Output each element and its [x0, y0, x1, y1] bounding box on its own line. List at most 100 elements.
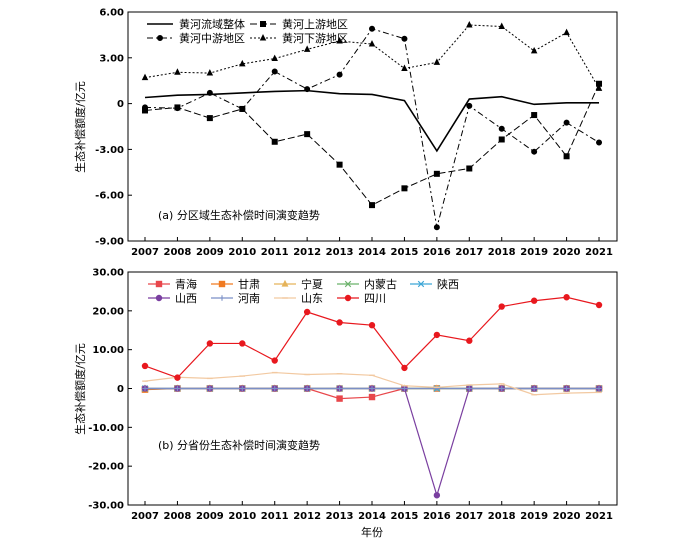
panel-a-annotation: (a) 分区域生态补偿时间演变趋势 — [158, 208, 320, 222]
panel-a-legend-label: 黄河中游地区 — [179, 31, 245, 45]
a-series-line — [144, 24, 600, 89]
a-x-tick-label: 2013 — [326, 247, 354, 258]
panel-b-legend-label: 陕西 — [437, 277, 459, 291]
b-data-point — [563, 385, 570, 392]
a-series-2 — [141, 80, 603, 209]
a-data-point — [239, 59, 246, 67]
a-data-point — [433, 224, 440, 231]
a-data-point — [369, 25, 376, 32]
a-series-4 — [141, 20, 603, 91]
b-y-tick-label: 30.00 — [92, 268, 124, 279]
b-data-point — [433, 331, 441, 339]
a-x-tick-label: 2011 — [261, 247, 289, 258]
panel-b-legend-label: 宁夏 — [301, 277, 323, 291]
b-data-point — [271, 385, 278, 392]
b-x-tick-label: 2008 — [164, 511, 192, 522]
b-data-point — [466, 385, 473, 392]
panel-a-legend-marker — [259, 20, 266, 27]
b-data-point — [498, 303, 505, 310]
b-data-point — [563, 294, 570, 301]
a-series-1 — [144, 89, 600, 153]
panel-a-legend-marker — [156, 35, 163, 42]
panel-b-legend-item: 青海 — [148, 277, 197, 291]
b-y-tick-label: -30.00 — [88, 501, 124, 512]
a-y-tick-label: -6.00 — [95, 191, 124, 202]
a-y-tick-label: 6.00 — [99, 8, 124, 19]
panel-b-legend-label: 甘肃 — [238, 278, 260, 291]
b-data-point — [595, 301, 603, 309]
b-data-point — [239, 340, 246, 347]
b-series-9 — [141, 294, 603, 381]
a-y-tick-label: 3.00 — [99, 53, 124, 64]
panel-b-legend-item: 甘肃 — [211, 278, 260, 291]
panel-a-legend-item: 黄河下游地区 — [250, 31, 348, 45]
panel-b-legend-marker — [417, 280, 425, 288]
a-y-tick-label: -9.00 — [95, 237, 124, 248]
b-data-point — [401, 385, 408, 392]
a-data-point — [206, 115, 213, 122]
panel-b-legend-marker — [218, 280, 226, 288]
b-data-point — [368, 393, 376, 401]
b-data-point — [433, 492, 441, 499]
a-series-3 — [141, 25, 603, 231]
panel-b-annotation: (b) 分省份生态补偿时间演变趋势 — [158, 438, 320, 452]
b-x-tick-label: 2016 — [423, 511, 451, 522]
b-data-point — [141, 362, 149, 370]
b-data-point — [531, 385, 537, 392]
a-data-point — [401, 64, 408, 71]
b-data-point — [206, 340, 214, 347]
a-data-point — [336, 37, 343, 44]
a-data-point — [531, 148, 538, 155]
a-data-point — [141, 73, 149, 81]
panel-a-legend-label: 黄河流域整体 — [179, 17, 245, 31]
a-data-point — [433, 58, 441, 65]
a-data-point — [304, 131, 311, 138]
panel-b-legend-label: 青海 — [175, 277, 197, 291]
b-x-tick-label: 2009 — [196, 511, 224, 522]
b-x-tick-label: 2020 — [553, 511, 581, 522]
panel-b-legend-item: 河南 — [211, 292, 260, 305]
b-data-point — [142, 385, 148, 392]
b-data-point — [336, 385, 343, 392]
a-x-tick-label: 2021 — [585, 247, 613, 258]
a-x-tick-label: 2015 — [391, 247, 419, 258]
a-data-point — [466, 102, 473, 109]
a-data-point — [433, 170, 440, 177]
panel-b-legend-marker — [281, 279, 289, 287]
b-data-point — [434, 385, 440, 392]
b-y-tick-label: 10.00 — [92, 345, 124, 356]
a-data-point — [466, 165, 473, 172]
panel-b-legend-label: 内蒙古 — [364, 277, 397, 291]
b-x-tick-label: 2013 — [326, 511, 354, 522]
b-x-tick-label: 2015 — [391, 511, 419, 522]
a-x-tick-label: 2008 — [164, 247, 192, 258]
a-x-tick-label: 2020 — [553, 247, 581, 258]
a-x-tick-label: 2018 — [488, 247, 516, 258]
b-y-tick-label: -20.00 — [88, 462, 124, 473]
b-data-point — [239, 385, 246, 392]
b-data-point — [207, 385, 213, 392]
a-data-point — [531, 112, 538, 119]
a-series-line — [144, 28, 600, 228]
a-x-tick-label: 2014 — [358, 247, 386, 258]
b-data-point — [304, 385, 310, 392]
a-data-point — [336, 71, 343, 78]
b-data-point — [271, 357, 278, 364]
panel-b-legend-item: 内蒙古 — [337, 277, 397, 291]
panel-b-legend-label: 山东 — [301, 292, 323, 305]
b-series-line — [144, 296, 600, 379]
panel-a-chart: 6.00 3.00 0 -3.00 -6.00 -9.00 2007 2008 2009 201… — [73, 8, 618, 258]
panel-b-x-axis-label: 年份 — [361, 525, 383, 539]
a-data-point — [401, 35, 408, 42]
a-data-point — [498, 125, 505, 132]
a-data-point — [563, 153, 570, 160]
b-data-point — [401, 364, 408, 372]
panel-b-legend-label: 山西 — [175, 292, 197, 305]
a-x-tick-label: 2007 — [131, 247, 159, 258]
a-data-point — [596, 139, 603, 146]
a-data-point — [303, 45, 311, 52]
a-y-tick-label: 0 — [117, 99, 124, 110]
b-data-point — [336, 395, 343, 402]
b-x-tick-label: 2021 — [585, 511, 613, 522]
a-data-point — [336, 161, 343, 168]
